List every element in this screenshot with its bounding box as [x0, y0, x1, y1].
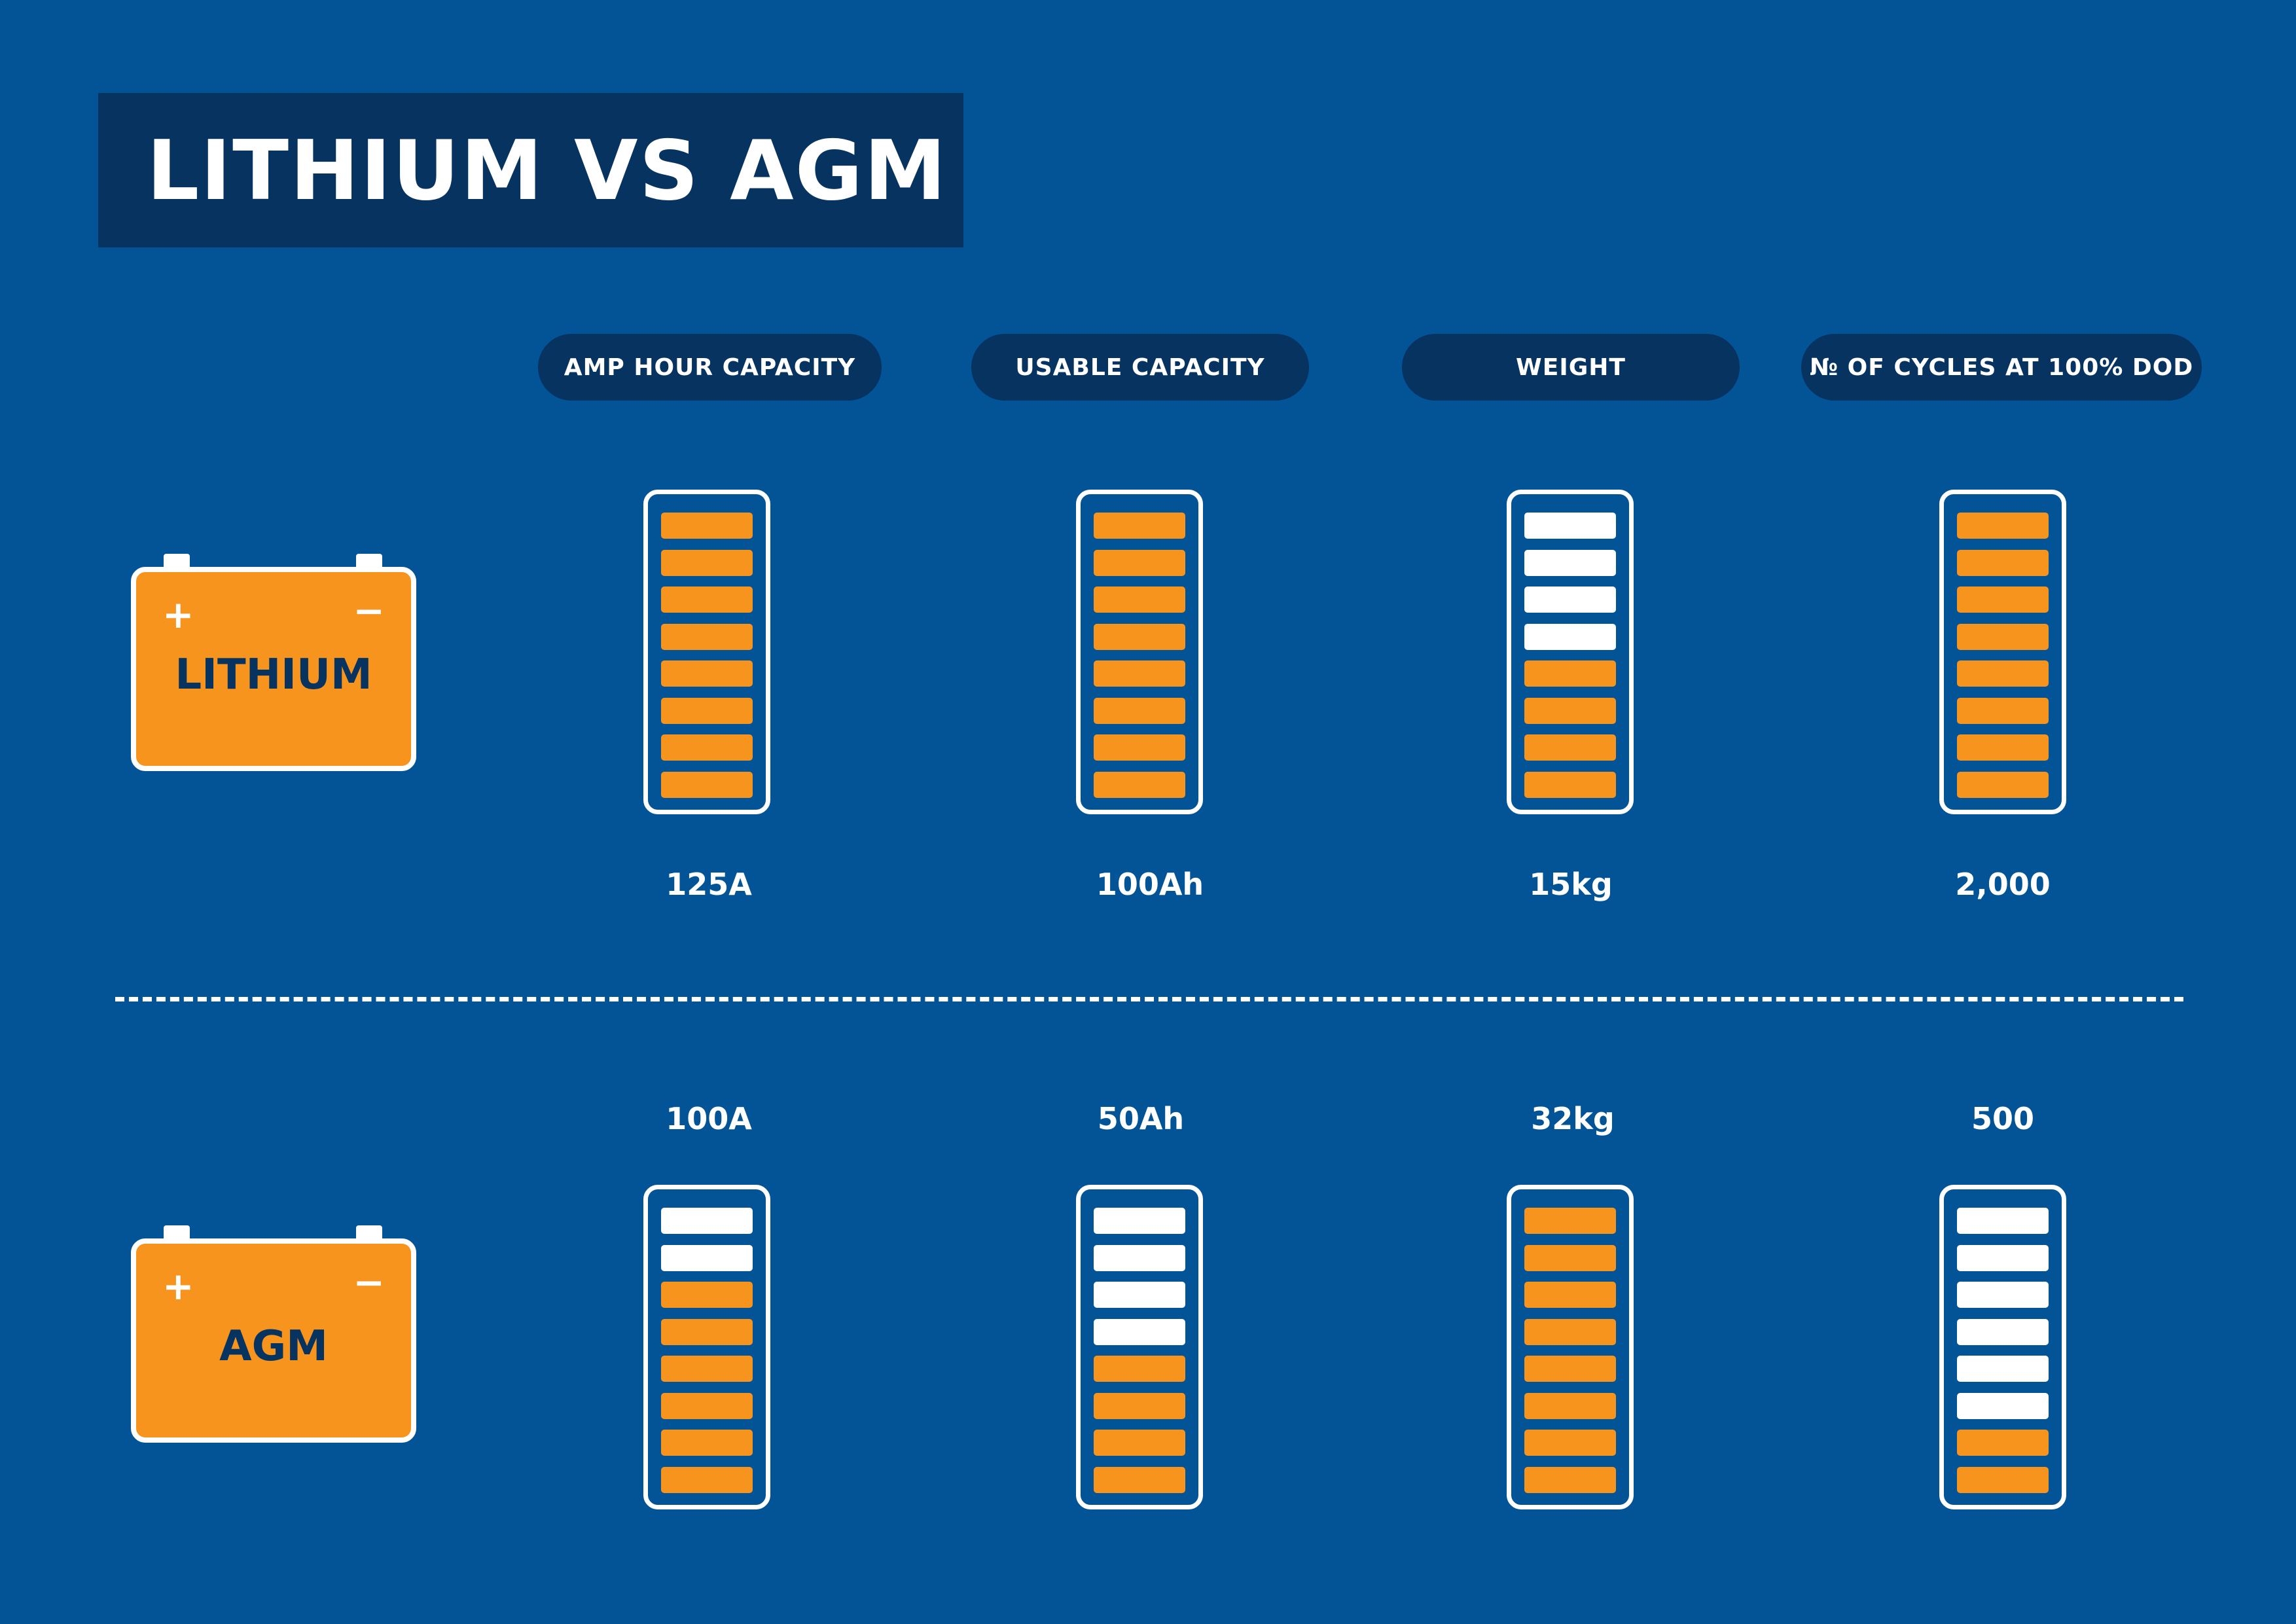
battery-body: + − AGM	[131, 1238, 416, 1443]
agm-cycles-meter	[1939, 1185, 2066, 1509]
meter-segment-filled	[661, 549, 753, 576]
meter-segment-filled	[1524, 1318, 1616, 1345]
meter-segment-filled	[1957, 734, 2049, 761]
meter-segment-filled	[1094, 734, 1185, 761]
title-banner: LITHIUM VS AGM	[98, 93, 963, 247]
column-header-usable-capacity: USABLE CAPACITY	[971, 334, 1309, 401]
agm-cycles-value: 500	[1971, 1101, 2035, 1136]
meter-segment-empty	[1094, 1282, 1185, 1308]
agm-usable-capacity-meter	[1076, 1185, 1203, 1509]
column-header-amp-hour-capacity: AMP HOUR CAPACITY	[538, 334, 882, 401]
meter-segment-filled	[661, 1392, 753, 1419]
meter-segment-filled	[1524, 1208, 1616, 1234]
agm-weight-value: 32kg	[1531, 1101, 1615, 1136]
meter-segment-empty	[661, 1244, 753, 1271]
meter-segment-filled	[1094, 1466, 1185, 1493]
meter-segment-filled	[1094, 1392, 1185, 1419]
meter-segment-filled	[1957, 660, 2049, 687]
lithium-usable-capacity-value: 100Ah	[1096, 867, 1204, 902]
plus-icon: +	[162, 1264, 194, 1308]
meter-segment-filled	[661, 1356, 753, 1382]
agm-usable-capacity-value: 50Ah	[1097, 1101, 1185, 1136]
agm-amp-hour-meter	[643, 1185, 770, 1509]
meter-segment-filled	[1957, 549, 2049, 576]
meter-segment-filled	[1524, 771, 1616, 798]
meter-segment-empty	[1957, 1208, 2049, 1234]
meter-segment-filled	[1524, 697, 1616, 724]
meter-segment-filled	[1094, 549, 1185, 576]
meter-segment-filled	[661, 1318, 753, 1345]
lithium-weight-value: 15kg	[1529, 867, 1613, 902]
meter-segment-filled	[1524, 1244, 1616, 1271]
minus-icon: −	[353, 1260, 385, 1305]
column-header-weight: WEIGHT	[1402, 334, 1740, 401]
agm-weight-meter	[1507, 1185, 1634, 1509]
meter-segment-filled	[1957, 771, 2049, 798]
meter-segment-empty	[1524, 623, 1616, 650]
lithium-battery-icon: + − LITHIUM	[131, 554, 416, 771]
meter-segment-filled	[1094, 660, 1185, 687]
meter-segment-filled	[1957, 1466, 2049, 1493]
meter-segment-filled	[661, 586, 753, 613]
meter-segment-filled	[661, 734, 753, 761]
meter-segment-filled	[1094, 697, 1185, 724]
meter-segment-filled	[1524, 1466, 1616, 1493]
minus-icon: −	[353, 588, 385, 633]
section-divider	[115, 997, 2183, 1001]
agm-battery-icon: + − AGM	[131, 1225, 416, 1443]
meter-segment-filled	[1524, 1392, 1616, 1419]
meter-segment-empty	[1957, 1244, 2049, 1271]
meter-segment-empty	[1957, 1282, 2049, 1308]
meter-segment-filled	[1094, 586, 1185, 613]
meter-segment-filled	[661, 513, 753, 539]
column-header-cycles: № OF CYCLES AT 100% DOD	[1801, 334, 2202, 401]
meter-segment-filled	[1094, 1356, 1185, 1382]
meter-segment-filled	[661, 697, 753, 724]
agm-amp-hour-value: 100A	[666, 1101, 752, 1136]
meter-segment-empty	[1524, 549, 1616, 576]
meter-segment-empty	[1957, 1392, 2049, 1419]
lithium-amp-hour-meter	[643, 490, 770, 814]
meter-segment-filled	[1957, 623, 2049, 650]
meter-segment-empty	[1094, 1208, 1185, 1234]
lithium-amp-hour-value: 125A	[666, 867, 752, 902]
meter-segment-empty	[1524, 513, 1616, 539]
lithium-usable-capacity-meter	[1076, 490, 1203, 814]
meter-segment-empty	[661, 1208, 753, 1234]
meter-segment-empty	[1094, 1318, 1185, 1345]
meter-segment-filled	[661, 771, 753, 798]
meter-segment-filled	[1524, 1356, 1616, 1382]
battery-body: + − LITHIUM	[131, 567, 416, 771]
meter-segment-filled	[661, 1466, 753, 1493]
plus-icon: +	[162, 592, 194, 637]
battery-label-lithium: LITHIUM	[175, 651, 372, 699]
meter-segment-filled	[1094, 623, 1185, 650]
meter-segment-filled	[661, 1282, 753, 1308]
meter-segment-filled	[1524, 1430, 1616, 1456]
meter-segment-filled	[1094, 771, 1185, 798]
meter-segment-filled	[661, 623, 753, 650]
meter-segment-empty	[1957, 1318, 2049, 1345]
meter-segment-filled	[661, 660, 753, 687]
meter-segment-filled	[1957, 586, 2049, 613]
meter-segment-filled	[1094, 1430, 1185, 1456]
meter-segment-empty	[1094, 1244, 1185, 1271]
meter-segment-empty	[1957, 1356, 2049, 1382]
lithium-weight-meter	[1507, 490, 1634, 814]
meter-segment-filled	[1524, 734, 1616, 761]
meter-segment-filled	[1957, 697, 2049, 724]
meter-segment-filled	[1524, 1282, 1616, 1308]
meter-segment-filled	[1094, 513, 1185, 539]
meter-segment-filled	[661, 1430, 753, 1456]
meter-segment-empty	[1524, 586, 1616, 613]
meter-segment-filled	[1957, 1430, 2049, 1456]
lithium-cycles-meter	[1939, 490, 2066, 814]
meter-segment-filled	[1957, 513, 2049, 539]
page-title: LITHIUM VS AGM	[147, 122, 948, 219]
meter-segment-filled	[1524, 660, 1616, 687]
lithium-cycles-value: 2,000	[1955, 867, 2051, 902]
battery-label-agm: AGM	[219, 1322, 328, 1371]
